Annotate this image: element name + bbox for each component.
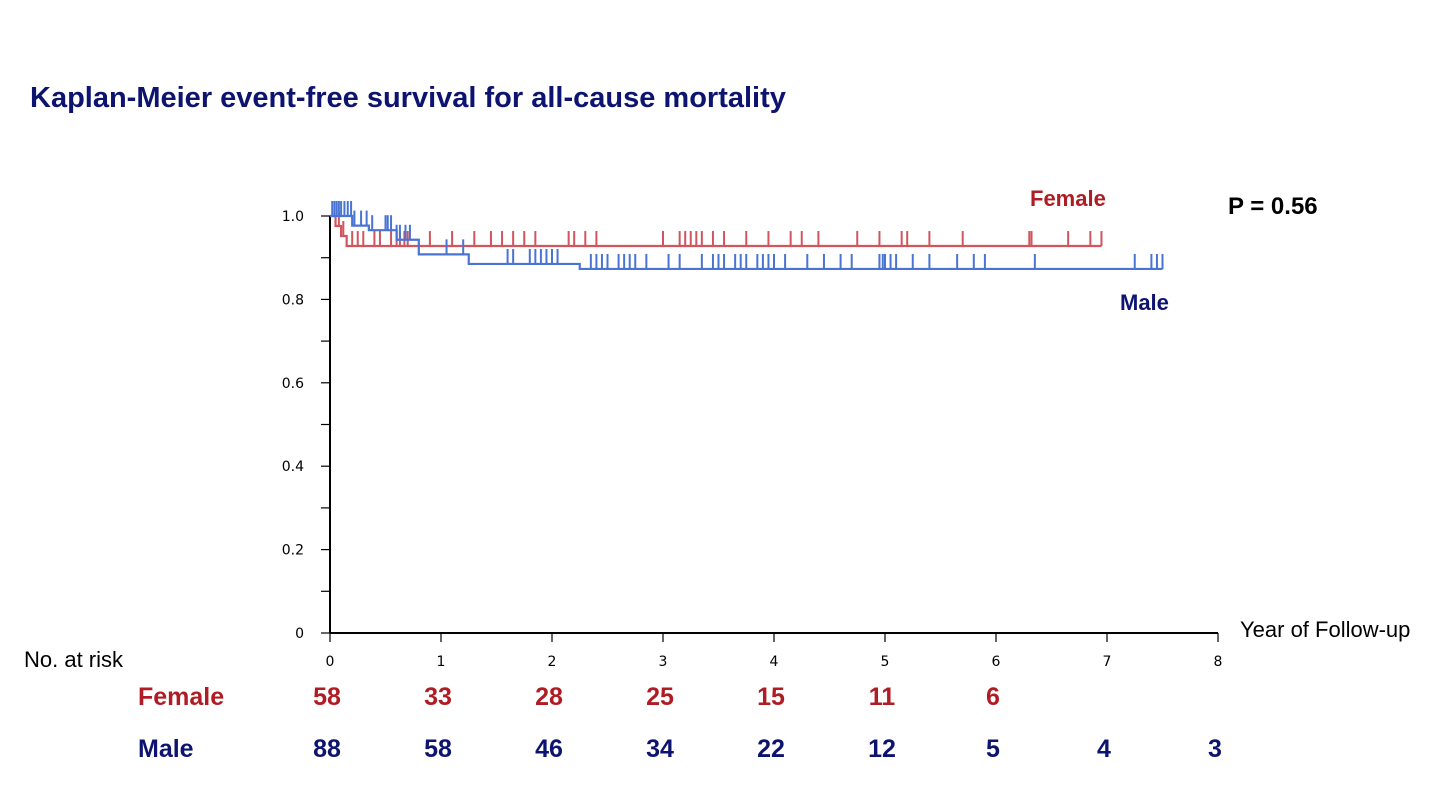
y-tick-label: 1.0: [282, 209, 304, 225]
risk-value-male: 4: [1097, 735, 1111, 763]
y-tick-label: 0.4: [282, 459, 304, 475]
x-tick-label: 8: [1214, 654, 1223, 670]
legend-male: Male: [1120, 290, 1169, 315]
plot-area: 0 0.2 0.4 0.6 0.8 1.0 0 1 2 3 4 5 6 7 8: [282, 201, 1223, 670]
x-tick-label: 6: [992, 654, 1001, 670]
risk-value-male: 46: [535, 735, 563, 763]
risk-value-female: 15: [757, 683, 785, 711]
risk-value-male: 5: [986, 735, 1000, 763]
x-ticks: 0 1 2 3 4 5 6 7 8: [326, 633, 1223, 670]
risk-label-male: Male: [138, 735, 194, 763]
risk-label-female: Female: [138, 683, 224, 711]
risk-table-title: No. at risk: [24, 647, 124, 672]
p-value: P = 0.56: [1228, 193, 1318, 220]
risk-value-male: 58: [424, 735, 452, 763]
y-tick-label: 0.8: [282, 292, 304, 308]
y-tick-label: 0.6: [282, 376, 304, 392]
y-tick-label: 0.2: [282, 543, 304, 559]
survival-curves: [330, 201, 1164, 271]
risk-value-female: 33: [424, 683, 452, 711]
chart-title: Kaplan-Meier event-free survival for all…: [30, 82, 786, 114]
risk-value-male: 88: [313, 735, 341, 763]
x-tick-label: 3: [659, 654, 668, 670]
risk-value-male: 12: [868, 735, 896, 763]
x-tick-label: 7: [1103, 654, 1112, 670]
x-tick-label: 5: [881, 654, 890, 670]
x-tick-label: 1: [437, 654, 446, 670]
risk-value-female: 25: [646, 683, 674, 711]
risk-value-male: 34: [646, 735, 674, 763]
risk-value-male: 22: [757, 735, 785, 763]
legend-female: Female: [1030, 186, 1106, 211]
x-tick-label: 2: [548, 654, 557, 670]
risk-values: 58 33 28 25 15 11 6 88 58 46 34 22 12 5 4 3: [313, 683, 1222, 763]
x-tick-label: 4: [770, 654, 779, 670]
risk-table: No. at risk Female Male 58 33 28 25 15 11 688 5…: [24, 647, 1222, 763]
curve-female: [330, 214, 1102, 248]
y-tick-label: 0: [295, 626, 304, 642]
risk-value-female: 28: [535, 683, 563, 711]
risk-value-female: 11: [869, 683, 896, 711]
x-axis-title: Year of Follow-up: [1240, 617, 1410, 642]
risk-value-female: 58: [313, 683, 341, 711]
risk-value-female: 6: [986, 683, 1000, 711]
x-tick-label: 0: [326, 654, 335, 670]
risk-value-male: 3: [1208, 735, 1222, 763]
y-ticks: 0 0.2 0.4 0.6 0.8 1.0: [282, 209, 330, 642]
